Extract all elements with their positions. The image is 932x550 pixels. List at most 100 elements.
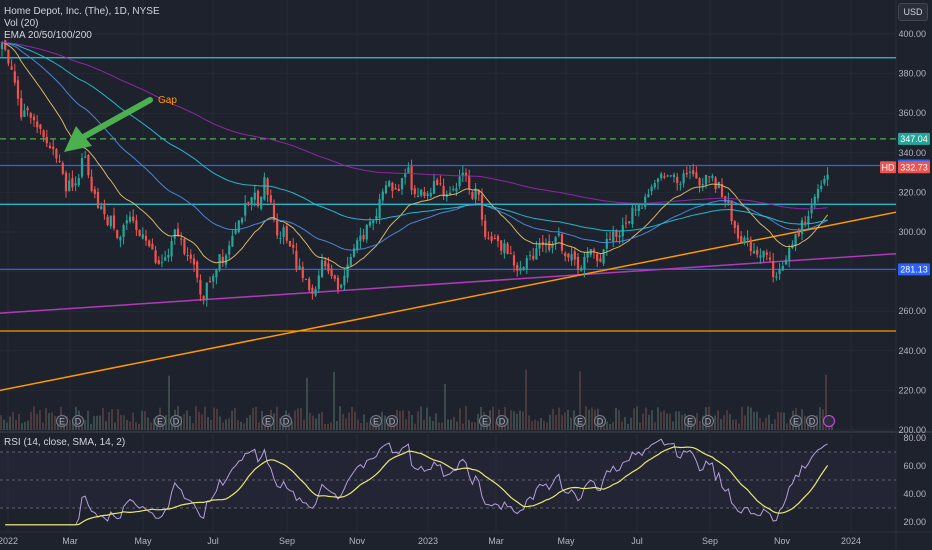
volume-bar — [45, 408, 47, 430]
candle-body — [420, 189, 423, 196]
time-axis-label: Mar — [488, 536, 504, 546]
volume-bar — [465, 406, 467, 430]
volume-bar — [357, 419, 359, 430]
volume-bar — [801, 409, 803, 430]
candle-body — [231, 235, 234, 247]
volume-bar — [6, 422, 8, 430]
volume-bar — [672, 421, 674, 430]
candle-body — [4, 40, 7, 50]
volume-bar — [549, 414, 551, 430]
volume-bar — [105, 421, 107, 430]
candle-body — [285, 226, 288, 241]
candle-body — [68, 180, 71, 191]
volume-bar — [198, 411, 200, 430]
volume-bar — [642, 413, 644, 430]
candle-body — [240, 218, 244, 223]
volume-bar — [723, 415, 725, 430]
candle-body — [794, 234, 797, 247]
volume-bar — [324, 423, 326, 430]
symbol-title[interactable]: Home Depot, Inc. (The), 1D, NYSE — [4, 6, 160, 17]
candle-body — [378, 199, 381, 219]
candle-body — [487, 237, 490, 239]
volume-bar — [420, 406, 422, 430]
candle-body — [196, 261, 199, 278]
volume-bar — [531, 421, 533, 430]
candle-body — [269, 195, 272, 203]
event-marker: E — [56, 415, 68, 427]
candle-body — [663, 176, 666, 178]
volume-bar — [567, 409, 569, 430]
volume-bar — [366, 422, 368, 430]
candle-body — [717, 181, 720, 189]
volume-bar — [123, 415, 125, 430]
volume-bar — [474, 422, 476, 430]
candle-body — [298, 265, 301, 271]
gap-annotation[interactable]: Gap — [158, 95, 177, 106]
candle-body — [685, 172, 688, 175]
ema-indicator-label[interactable]: EMA 20/50/100/200 — [4, 30, 92, 41]
volume-bar — [786, 423, 788, 430]
volume-bar — [249, 415, 251, 430]
event-marker: D — [806, 415, 818, 427]
volume-bar — [384, 415, 386, 430]
candle-body — [84, 156, 87, 158]
candle-body — [733, 221, 736, 228]
candle-body — [813, 196, 816, 206]
price-axis-label: 400.00 — [898, 29, 926, 39]
volume-bar — [558, 407, 560, 430]
candle-body — [698, 178, 701, 186]
candle-body — [496, 236, 500, 241]
candle-body — [743, 237, 746, 244]
candle-body — [365, 224, 368, 240]
rsi-indicator-label[interactable]: RSI (14, close, SMA, 14, 2) — [4, 437, 126, 448]
event-marker: E — [684, 415, 696, 427]
currency-button[interactable]: USD — [898, 3, 928, 21]
volume-indicator-label[interactable]: Vol (20) — [4, 18, 39, 29]
volume-bar — [117, 409, 119, 430]
volume-bar — [447, 419, 449, 430]
candle-body — [768, 257, 772, 260]
candle-body — [596, 253, 599, 261]
volume-bar — [699, 420, 701, 430]
candle-body — [458, 176, 461, 187]
candle-body — [676, 176, 679, 183]
volume-bar — [633, 408, 635, 430]
volume-bar — [120, 415, 122, 430]
candle-body — [586, 252, 589, 258]
candle-body — [516, 265, 519, 271]
candle-body — [628, 221, 631, 223]
price-badge: 332.73 HD — [880, 161, 930, 174]
candle-body — [666, 175, 669, 177]
candle-body — [224, 255, 228, 265]
volume-bar — [90, 423, 92, 430]
ema-line-200 — [2, 42, 828, 210]
candle-body — [308, 278, 311, 291]
candle-body — [660, 173, 663, 179]
volume-bar — [819, 407, 821, 430]
candle-body — [426, 193, 429, 197]
event-marker: D — [496, 415, 508, 427]
candle-body — [263, 177, 266, 200]
volume-bar — [759, 417, 761, 430]
candle-body — [682, 173, 685, 184]
candle-body — [157, 260, 160, 264]
candle-body — [724, 196, 727, 203]
candle-body — [647, 194, 650, 198]
svg-text:D: D — [809, 417, 816, 427]
candle-body — [368, 221, 372, 226]
candle-body — [221, 256, 224, 263]
candle-body — [477, 190, 480, 195]
volume-bar — [579, 371, 581, 430]
event-marker: D — [280, 415, 292, 427]
candle-body — [480, 194, 484, 220]
volume-bar — [639, 422, 641, 430]
candle-body — [176, 228, 180, 236]
volume-bar — [714, 415, 716, 430]
candle-body — [317, 275, 320, 289]
volume-bar — [564, 412, 566, 430]
event-marker: D — [702, 415, 714, 427]
time-axis-label: Sep — [702, 536, 718, 546]
candle-body — [509, 253, 512, 255]
candle-body — [727, 199, 730, 204]
